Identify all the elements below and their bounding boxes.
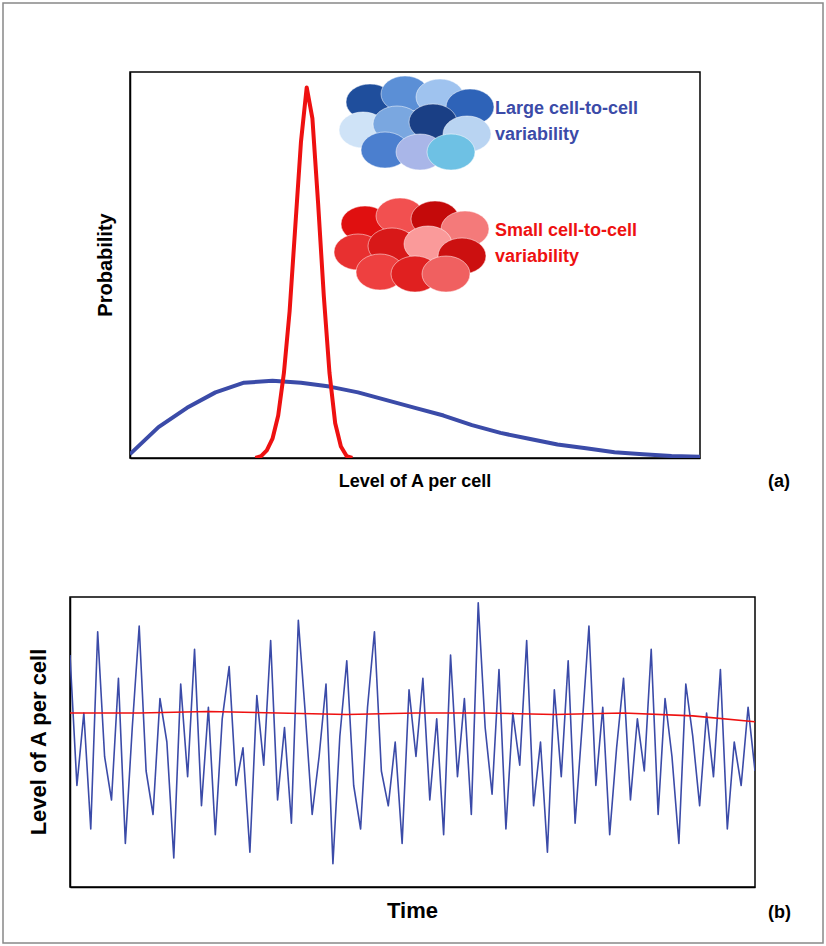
x-axis (71, 887, 756, 888)
plot-area (130, 87, 700, 458)
figure: Large cell-to-cellvariability Small cell-… (0, 0, 826, 946)
x-axis (131, 458, 701, 459)
x-axis-title: Level of A per cell (339, 471, 492, 491)
cell-icon (422, 256, 470, 292)
x-axis-title: Time (387, 898, 438, 923)
series-line (255, 87, 352, 458)
axis-line (131, 458, 701, 460)
panel-label: (a) (768, 471, 790, 491)
axis-line (71, 887, 756, 889)
panel: Large cell-to-cellvariability Small cell-… (94, 72, 790, 491)
panel-label: (b) (768, 902, 791, 922)
series-line (130, 381, 700, 457)
plot-area (70, 603, 755, 864)
axis-line (130, 73, 132, 459)
y-axis-title: Probability (94, 212, 116, 316)
plot-frame (70, 597, 755, 887)
legend: Large cell-to-cellvariability Small cell-… (334, 76, 638, 292)
y-axis-title: Level of A per cell (26, 649, 51, 836)
y-axis (70, 598, 71, 888)
panel: Time Level of A per cell (b) (26, 597, 791, 923)
series-line (70, 712, 755, 722)
axis-line (70, 598, 72, 888)
plot-frame (130, 72, 700, 458)
figure-frame (3, 3, 823, 943)
legend-entry: Large cell-to-cellvariability (495, 98, 638, 144)
series-line (70, 603, 755, 864)
y-axis (130, 73, 131, 459)
legend-entry: Small cell-to-cellvariability (495, 220, 637, 266)
cell-icon (427, 134, 475, 170)
